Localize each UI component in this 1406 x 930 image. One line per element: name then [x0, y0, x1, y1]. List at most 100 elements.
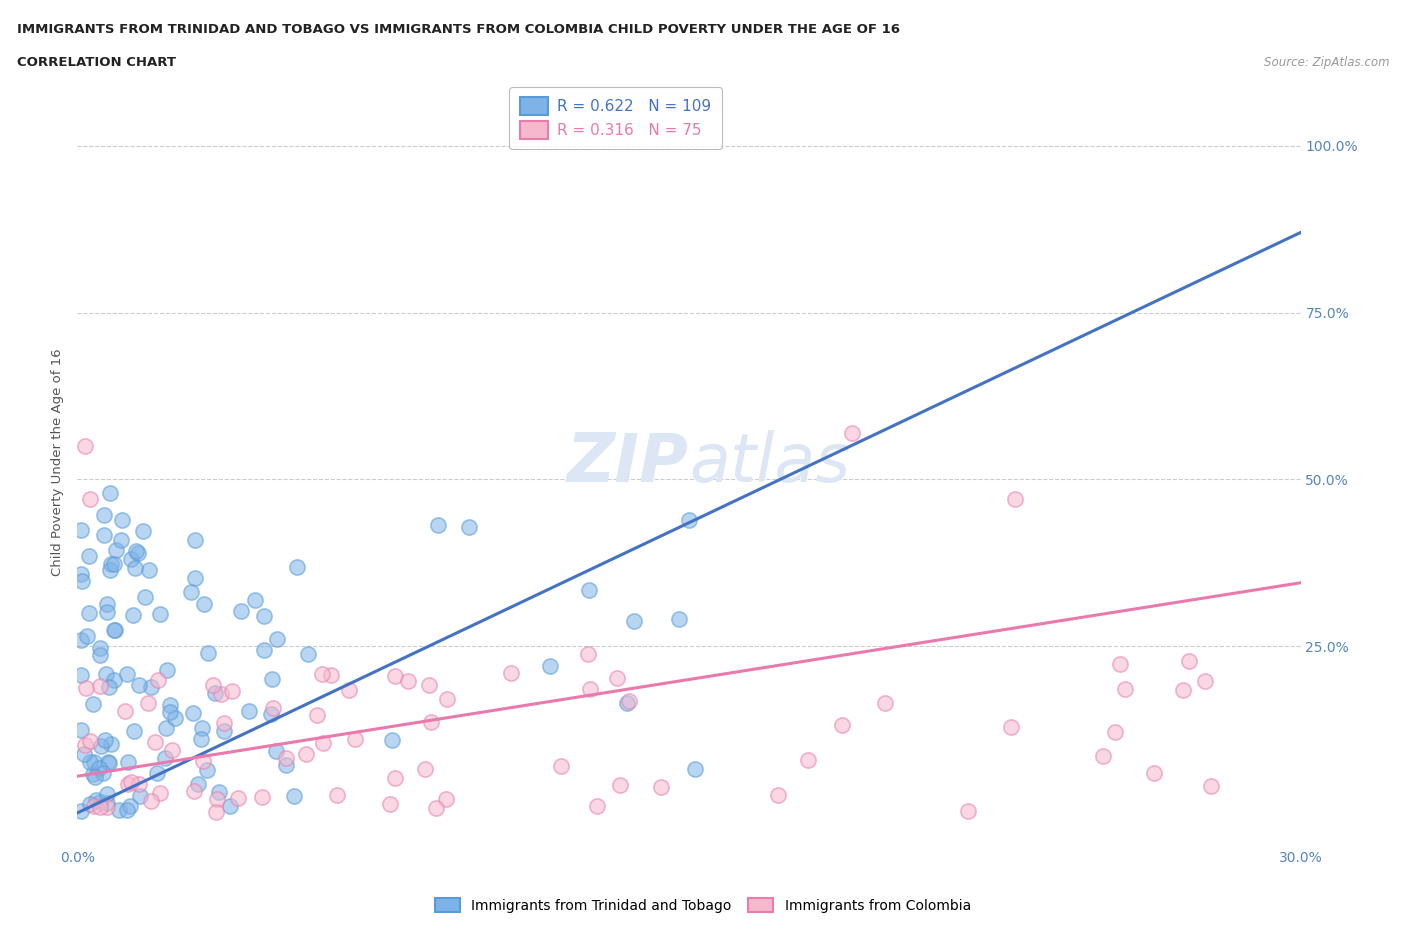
Point: [96, 799, 118, 814]
Point: [204, 804, 226, 819]
Point: [875, 696, 897, 711]
Point: [76, 629, 98, 644]
Y-axis label: Child Poverty Under the Age of 16: Child Poverty Under the Age of 16: [51, 349, 65, 577]
Point: [77, 548, 100, 563]
Text: Source: ZipAtlas.com: Source: ZipAtlas.com: [1264, 56, 1389, 69]
Point: [425, 801, 447, 816]
Point: [195, 763, 218, 777]
Point: [117, 777, 139, 791]
Point: [100, 557, 122, 572]
Point: [1004, 492, 1026, 507]
Point: [82, 767, 104, 782]
Point: [155, 721, 177, 736]
Point: [586, 799, 609, 814]
Point: [1000, 720, 1022, 735]
Point: [266, 743, 288, 758]
Point: [134, 590, 156, 604]
Point: [79, 734, 101, 749]
Point: [180, 585, 202, 600]
Point: [79, 492, 101, 507]
Point: [148, 672, 170, 687]
Text: IMMIGRANTS FROM TRINIDAD AND TOBAGO VS IMMIGRANTS FROM COLOMBIA CHILD POVERTY UN: IMMIGRANTS FROM TRINIDAD AND TOBAGO VS I…: [17, 23, 900, 36]
Point: [70, 633, 93, 648]
Point: [89, 641, 111, 656]
Point: [120, 775, 142, 790]
Point: [228, 790, 250, 805]
Point: [163, 711, 186, 725]
Point: [115, 667, 138, 682]
Point: [1104, 724, 1126, 739]
Point: [668, 611, 690, 626]
Point: [70, 566, 93, 581]
Point: [128, 677, 150, 692]
Point: [381, 733, 404, 748]
Point: [413, 762, 436, 777]
Point: [100, 737, 122, 751]
Point: [98, 756, 121, 771]
Point: [160, 743, 183, 758]
Point: [221, 684, 243, 698]
Point: [90, 738, 112, 753]
Text: CORRELATION CHART: CORRELATION CHART: [17, 56, 176, 69]
Point: [114, 704, 136, 719]
Legend: R = 0.622   N = 109, R = 0.316   N = 75: R = 0.622 N = 109, R = 0.316 N = 75: [509, 86, 721, 150]
Point: [105, 542, 128, 557]
Point: [1108, 657, 1130, 671]
Point: [1114, 682, 1136, 697]
Point: [75, 737, 97, 752]
Point: [576, 646, 599, 661]
Point: [159, 698, 181, 712]
Point: [87, 761, 110, 776]
Point: [79, 755, 101, 770]
Point: [434, 791, 457, 806]
Point: [104, 623, 127, 638]
Point: [70, 723, 93, 737]
Point: [191, 753, 214, 768]
Point: [70, 668, 93, 683]
Point: [253, 609, 276, 624]
Point: [606, 671, 628, 685]
Point: [1143, 765, 1166, 780]
Point: [617, 693, 640, 708]
Point: [98, 563, 121, 578]
Point: [623, 614, 645, 629]
Point: [103, 622, 125, 637]
Point: [117, 754, 139, 769]
Point: [550, 758, 572, 773]
Point: [319, 668, 342, 683]
Point: [129, 789, 152, 804]
Point: [143, 734, 166, 749]
Point: [156, 663, 179, 678]
Point: [499, 666, 522, 681]
Point: [205, 791, 228, 806]
Point: [311, 736, 333, 751]
Point: [538, 658, 561, 673]
Legend: Immigrants from Trinidad and Tobago, Immigrants from Colombia: Immigrants from Trinidad and Tobago, Imm…: [430, 893, 976, 919]
Point: [285, 559, 308, 574]
Point: [118, 799, 141, 814]
Point: [127, 545, 149, 560]
Point: [89, 799, 111, 814]
Point: [231, 604, 253, 618]
Point: [190, 721, 212, 736]
Point: [93, 508, 115, 523]
Point: [297, 646, 319, 661]
Point: [184, 571, 207, 586]
Point: [218, 798, 240, 813]
Point: [70, 574, 93, 589]
Point: [153, 751, 176, 765]
Point: [250, 790, 273, 804]
Point: [337, 683, 360, 698]
Point: [96, 795, 118, 810]
Point: [436, 692, 458, 707]
Point: [650, 779, 672, 794]
Point: [831, 718, 853, 733]
Point: [678, 512, 700, 527]
Point: [578, 582, 600, 597]
Point: [111, 512, 134, 527]
Point: [274, 751, 297, 765]
Point: [93, 765, 115, 780]
Point: [141, 679, 163, 694]
Point: [73, 746, 96, 761]
Point: [768, 788, 790, 803]
